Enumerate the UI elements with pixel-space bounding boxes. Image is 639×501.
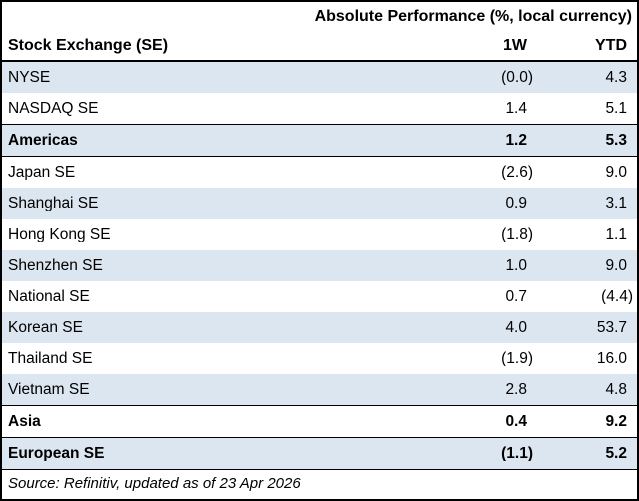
row-value-ytd: 9.0 (605, 164, 627, 181)
row-label: Korean SE (8, 319, 83, 336)
row-label: NASDAQ SE (8, 100, 99, 117)
row-value-ytd: 1.1 (605, 226, 627, 243)
row-value-1w: 0.7 (505, 288, 527, 305)
row-value-1w: (1.9) (501, 350, 533, 367)
row-value-1w: (1.8) (501, 226, 533, 243)
row-value-1w: 0.4 (505, 413, 527, 430)
row-label: Americas (8, 132, 78, 149)
row-value-1w: (0.0) (501, 69, 533, 86)
source-note: Source: Refinitiv, updated as of 23 Apr … (8, 475, 301, 491)
row-label: European SE (8, 445, 105, 462)
table-row-vietnam: Vietnam SE 2.8 4.8 (2, 374, 637, 405)
table-row-shenzhen: Shenzhen SE 1.0 9.0 (2, 250, 637, 281)
row-value-ytd: 4.8 (605, 381, 627, 398)
row-value-1w: (2.6) (501, 164, 533, 181)
row-label: Thailand SE (8, 350, 93, 367)
row-label: National SE (8, 288, 90, 305)
row-label: Shanghai SE (8, 195, 99, 212)
source-note-row: Source: Refinitiv, updated as of 23 Apr … (2, 469, 637, 496)
row-value-1w: 1.2 (505, 132, 527, 149)
table-row-national: National SE 0.7 (4.4) (2, 281, 637, 312)
row-value-ytd: 5.1 (605, 100, 627, 117)
row-value-1w: 0.9 (505, 195, 527, 212)
row-value-ytd: 53.7 (596, 319, 627, 336)
table-row-hong-kong: Hong Kong SE (1.8) 1.1 (2, 219, 637, 250)
table-row-nyse: NYSE (0.0) 4.3 (2, 62, 637, 93)
row-value-ytd: 4.3 (605, 69, 627, 86)
row-value-1w: 2.8 (505, 381, 527, 398)
table-row-european-subtotal: European SE (1.1) 5.2 (2, 437, 637, 469)
table-title-row: Absolute Performance (%, local currency) (2, 2, 637, 32)
row-value-1w: 1.4 (505, 100, 527, 117)
row-value-1w: 4.0 (505, 319, 527, 336)
row-label: Asia (8, 413, 41, 430)
table-row-japan: Japan SE (2.6) 9.0 (2, 156, 637, 188)
row-label: Japan SE (8, 164, 76, 181)
table-title: Absolute Performance (%, local currency) (314, 9, 632, 25)
row-value-ytd: 9.2 (605, 413, 627, 430)
row-value-ytd: 5.2 (605, 445, 627, 462)
table-header-row: Stock Exchange (SE) 1W YTD (2, 32, 637, 62)
row-label: Hong Kong SE (8, 226, 111, 243)
column-header-ytd: YTD (595, 38, 627, 54)
row-value-ytd: 9.0 (605, 257, 627, 274)
row-value-ytd: 3.1 (605, 195, 627, 212)
table-row-shanghai: Shanghai SE 0.9 3.1 (2, 188, 637, 219)
row-label: Vietnam SE (8, 381, 90, 398)
row-label: Shenzhen SE (8, 257, 103, 274)
row-value-ytd: (4.4) (601, 288, 633, 305)
column-header-stock-exchange: Stock Exchange (SE) (8, 38, 169, 54)
table-row-korean: Korean SE 4.0 53.7 (2, 312, 637, 343)
row-value-ytd: 16.0 (596, 350, 627, 367)
column-header-1w: 1W (503, 38, 527, 54)
table-row-americas-subtotal: Americas 1.2 5.3 (2, 124, 637, 156)
row-value-ytd: 5.3 (605, 132, 627, 149)
row-value-1w: (1.1) (501, 445, 533, 462)
row-value-1w: 1.0 (505, 257, 527, 274)
table-row-asia-subtotal: Asia 0.4 9.2 (2, 405, 637, 437)
row-label: NYSE (8, 69, 51, 86)
table-row-thailand: Thailand SE (1.9) 16.0 (2, 343, 637, 374)
table-row-nasdaq: NASDAQ SE 1.4 5.1 (2, 93, 637, 124)
